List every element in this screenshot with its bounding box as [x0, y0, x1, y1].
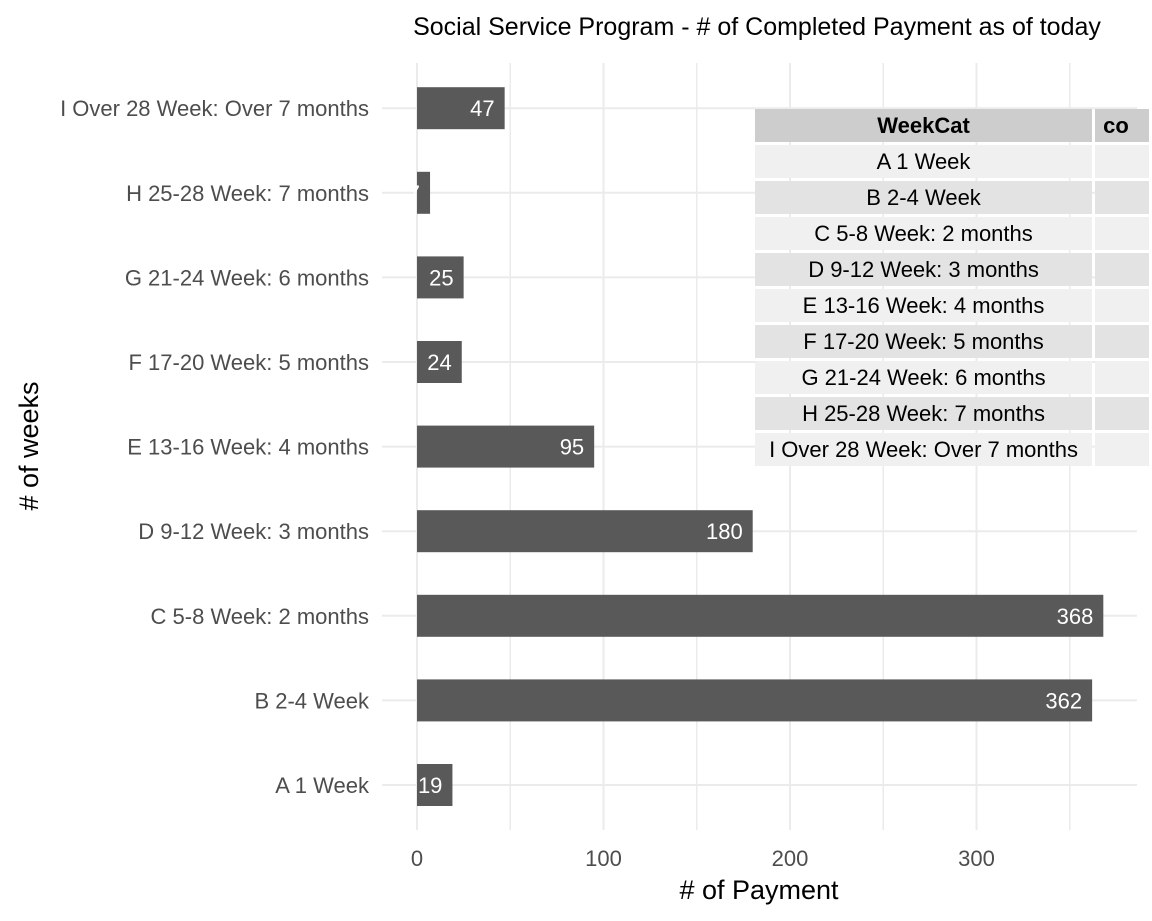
table-cell-count: [1095, 397, 1149, 430]
table-cell-weekcat: A 1 Week: [755, 145, 1093, 178]
bar-value-label: 368: [1057, 604, 1094, 629]
table-row: B 2-4 Week: [755, 181, 1149, 214]
table-cell-count: [1095, 145, 1149, 178]
table-header-count: co: [1095, 109, 1149, 142]
weekcat-table: WeekCat co A 1 Week B 2-4 Week C 5-8 Week:…: [752, 106, 1152, 469]
y-axis-label: # of weeks: [14, 381, 44, 510]
table-cell-count: [1095, 433, 1149, 466]
table-cell-weekcat: D 9-12 Week: 3 months: [755, 253, 1093, 286]
table-cell-weekcat: B 2-4 Week: [755, 181, 1093, 214]
table-cell-weekcat: E 13-16 Week: 4 months: [755, 289, 1093, 322]
y-tick-label: E 13-16 Week: 4 months: [127, 435, 369, 460]
bar: [417, 256, 464, 299]
y-tick-label: C 5-8 Week: 2 months: [151, 604, 369, 629]
bar: [417, 679, 1093, 722]
y-tick-label: I Over 28 Week: Over 7 months: [60, 96, 369, 121]
table-row: G 21-24 Week: 6 months: [755, 361, 1149, 394]
table-cell-weekcat: H 25-28 Week: 7 months: [755, 397, 1093, 430]
y-tick-label: G 21-24 Week: 6 months: [125, 265, 369, 290]
x-tick-label: 100: [585, 846, 622, 871]
table-cell-count: [1095, 361, 1149, 394]
chart-title: Social Service Program - # of Completed …: [413, 13, 1101, 41]
table-row: D 9-12 Week: 3 months: [755, 253, 1149, 286]
y-tick-label: F 17-20 Week: 5 months: [129, 350, 370, 375]
table-cell-count: [1095, 181, 1149, 214]
table-row: I Over 28 Week: Over 7 months: [755, 433, 1149, 466]
bar-value-label: 362: [1045, 688, 1082, 713]
bar: [417, 87, 505, 130]
table-cell-weekcat: C 5-8 Week: 2 months: [755, 217, 1093, 250]
table-row: F 17-20 Week: 5 months: [755, 325, 1149, 358]
x-tick-label: 0: [411, 846, 423, 871]
bar-value-label: 19: [418, 773, 442, 798]
y-tick-label: D 9-12 Week: 3 months: [138, 519, 369, 544]
x-tick-label: 300: [958, 846, 995, 871]
y-tick-label: A 1 Week: [275, 773, 370, 798]
table-header-weekcat: WeekCat: [755, 109, 1093, 142]
x-tick-label: 200: [772, 846, 809, 871]
bar: [417, 510, 753, 553]
table-cell-count: [1095, 217, 1149, 250]
axes: A 1 Week B 2-4 Week C 5-8 Week: 2 months D …: [60, 96, 995, 871]
table-row: E 13-16 Week: 4 months: [755, 289, 1149, 322]
bars: 19 362 368 180 95 24 25 7 47: [408, 87, 1104, 806]
bar: [417, 764, 453, 806]
table-cell-weekcat: F 17-20 Week: 5 months: [755, 325, 1093, 358]
bar: [417, 594, 1104, 637]
table-row: A 1 Week: [755, 145, 1149, 178]
bar: [417, 425, 595, 468]
table-row: H 25-28 Week: 7 months: [755, 397, 1149, 430]
bar-value-label: 180: [706, 519, 743, 544]
y-tick-label: B 2-4 Week: [254, 688, 370, 713]
table-cell-weekcat: G 21-24 Week: 6 months: [755, 361, 1093, 394]
bar-value-label: 24: [427, 350, 451, 375]
table-cell-count: [1095, 325, 1149, 358]
bar-value-label: 47: [470, 96, 494, 121]
table-row: C 5-8 Week: 2 months: [755, 217, 1149, 250]
x-axis-label: # of Payment: [679, 875, 839, 905]
bar-value-label: 7: [408, 181, 420, 206]
y-tick-label: H 25-28 Week: 7 months: [126, 181, 369, 206]
bar-value-label: 95: [560, 435, 584, 460]
table-cell-count: [1095, 289, 1149, 322]
table-cell-weekcat: I Over 28 Week: Over 7 months: [755, 433, 1093, 466]
bar: [417, 171, 431, 214]
table-cell-count: [1095, 253, 1149, 286]
bar-value-label: 25: [429, 265, 453, 290]
bar: [417, 341, 462, 383]
